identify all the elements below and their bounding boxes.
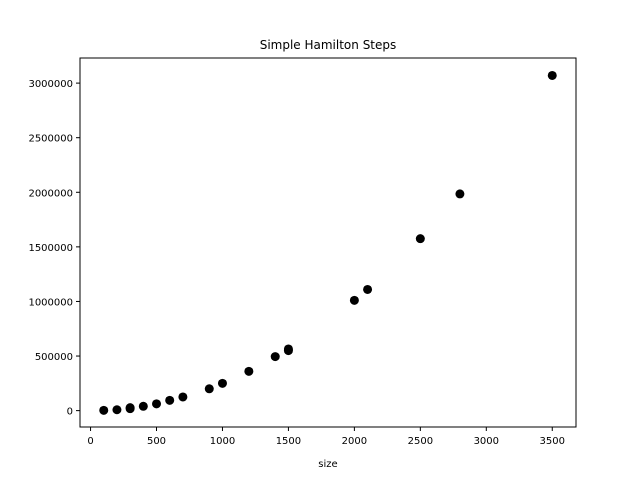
plot-area-frame <box>79 57 577 428</box>
data-point <box>178 392 188 402</box>
chart-title: Simple Hamilton Steps <box>260 38 397 52</box>
y-tick-label: 1000000 <box>28 297 73 308</box>
x-tick-label: 3500 <box>540 436 565 447</box>
data-point <box>112 405 122 415</box>
data-point <box>217 378 227 388</box>
data-point <box>349 295 359 305</box>
x-tick-label: 1500 <box>276 436 301 447</box>
x-axis-ticks: 0 500 1000 1500 2000 2500 3000 3500 <box>87 427 565 447</box>
data-point <box>244 366 254 376</box>
data-point <box>270 352 280 362</box>
x-tick-label: 2500 <box>408 436 433 447</box>
y-tick-label: 2500000 <box>28 134 73 145</box>
x-tick-label: 1000 <box>210 436 235 447</box>
data-point <box>99 405 109 415</box>
data-points <box>99 70 557 415</box>
data-point <box>363 284 373 294</box>
data-point <box>138 401 148 411</box>
y-tick-label: 500000 <box>35 352 73 363</box>
data-point <box>125 403 135 413</box>
y-tick-label: 3000000 <box>28 79 73 90</box>
x-axis-label: size <box>318 459 337 470</box>
y-tick-label: 0 <box>67 407 73 418</box>
data-point <box>283 344 293 354</box>
y-tick-label: 2000000 <box>28 188 73 199</box>
data-point <box>204 384 214 394</box>
data-point <box>152 399 162 409</box>
y-tick-label: 1500000 <box>28 243 73 254</box>
x-tick-label: 3000 <box>474 436 499 447</box>
x-tick-label: 500 <box>147 436 166 447</box>
x-tick-label: 0 <box>87 436 93 447</box>
y-axis-ticks: 0 500000 1000000 1500000 2000000 2500000 30000… <box>28 79 80 418</box>
x-tick-label: 2000 <box>342 436 367 447</box>
data-point <box>165 395 175 405</box>
data-point <box>415 234 425 244</box>
data-point <box>455 189 465 199</box>
data-point <box>547 70 557 80</box>
